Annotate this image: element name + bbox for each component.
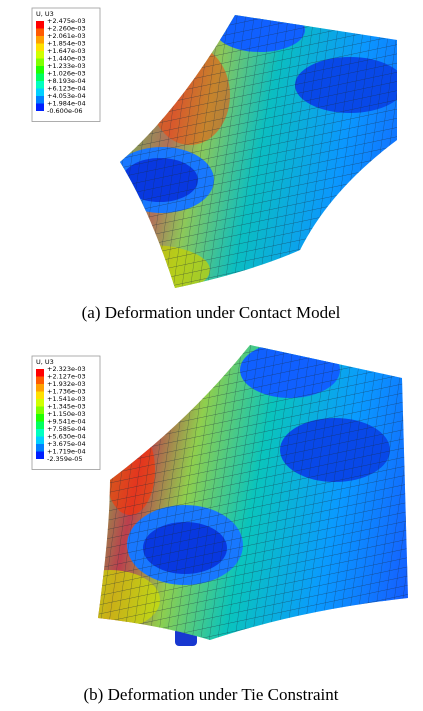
legend-swatch <box>36 81 44 89</box>
legend-swatch <box>36 369 44 377</box>
legend-swatch <box>36 36 44 44</box>
legend-swatch <box>36 21 44 29</box>
legend-swatch <box>36 414 44 422</box>
legend-swatch <box>36 74 44 82</box>
legend-swatch <box>36 104 44 112</box>
legend-swatch <box>36 429 44 437</box>
caption: (a) Deformation under Contact Model <box>82 303 341 322</box>
legend-label: -2.359e-05 <box>47 455 83 463</box>
legend-swatch <box>36 399 44 407</box>
legend-swatch <box>36 89 44 97</box>
legend-swatch <box>36 384 44 392</box>
legend-swatch <box>36 51 44 59</box>
legend-swatch <box>36 44 44 52</box>
legend-swatch <box>36 66 44 74</box>
legend-swatch <box>36 422 44 430</box>
legend-label: -0.600e-06 <box>47 107 83 115</box>
fea-plot-b <box>60 330 420 650</box>
legend-swatch <box>36 392 44 400</box>
legend-swatch <box>36 437 44 445</box>
legend-swatch <box>36 29 44 37</box>
legend-swatch <box>36 444 44 452</box>
fea-plot-a <box>90 0 420 300</box>
legend-swatch <box>36 407 44 415</box>
legend-swatch <box>36 452 44 460</box>
caption: (b) Deformation under Tie Constraint <box>84 685 339 704</box>
legend-swatch <box>36 59 44 67</box>
legend-swatch <box>36 377 44 385</box>
legend-swatch <box>36 96 44 104</box>
figure: (a) Deformation under Contact Model (b) … <box>0 0 423 711</box>
